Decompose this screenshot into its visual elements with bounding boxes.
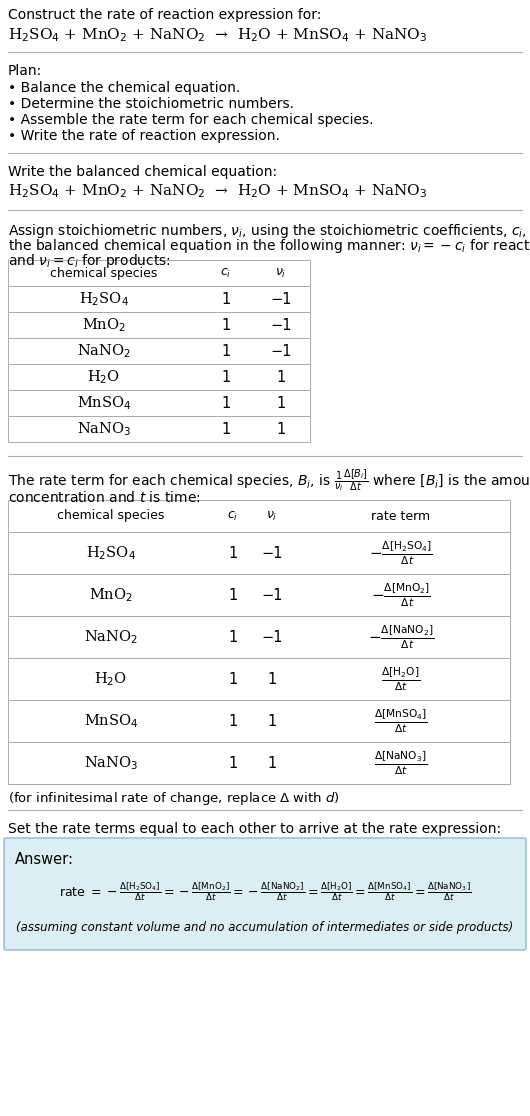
- Bar: [8, 312, 310, 338]
- Text: $\frac{\Delta[\mathrm{H_2O}]}{\Delta t}$: $\frac{\Delta[\mathrm{H_2O}]}{\Delta t}$: [382, 665, 421, 693]
- Text: and $\nu_i = c_i$ for products:: and $\nu_i = c_i$ for products:: [8, 252, 171, 270]
- Text: 1: 1: [222, 291, 231, 307]
- Text: • Assemble the rate term for each chemical species.: • Assemble the rate term for each chemic…: [8, 113, 374, 127]
- Text: −1: −1: [261, 629, 282, 645]
- Text: 1: 1: [267, 713, 277, 729]
- Text: H$_2$O: H$_2$O: [94, 670, 128, 687]
- Text: MnSO$_4$: MnSO$_4$: [84, 712, 138, 730]
- Text: MnO$_2$: MnO$_2$: [82, 316, 126, 334]
- Text: 1: 1: [228, 587, 237, 603]
- Text: Construct the rate of reaction expression for:: Construct the rate of reaction expressio…: [8, 8, 321, 22]
- Text: 1: 1: [228, 546, 237, 560]
- Text: $\nu_i$: $\nu_i$: [275, 267, 287, 279]
- Text: MnSO$_4$: MnSO$_4$: [77, 394, 131, 412]
- Bar: [8, 364, 310, 389]
- Text: −1: −1: [261, 546, 282, 560]
- Text: Set the rate terms equal to each other to arrive at the rate expression:: Set the rate terms equal to each other t…: [8, 822, 501, 836]
- Text: $\frac{\Delta[\mathrm{MnSO_4}]}{\Delta t}$: $\frac{\Delta[\mathrm{MnSO_4}]}{\Delta t…: [374, 708, 428, 734]
- Text: • Determine the stoichiometric numbers.: • Determine the stoichiometric numbers.: [8, 97, 294, 110]
- Text: $\frac{\Delta[\mathrm{NaNO_3}]}{\Delta t}$: $\frac{\Delta[\mathrm{NaNO_3}]}{\Delta t…: [374, 749, 428, 777]
- Bar: [8, 416, 310, 442]
- Text: rate $= -\frac{\Delta[\mathrm{H_2SO_4}]}{\Delta t} = -\frac{\Delta[\mathrm{MnO_2: rate $= -\frac{\Delta[\mathrm{H_2SO_4}]}…: [59, 881, 471, 903]
- Text: −1: −1: [270, 317, 292, 333]
- Text: $-\frac{\Delta[\mathrm{MnO_2}]}{\Delta t}$: $-\frac{\Delta[\mathrm{MnO_2}]}{\Delta t…: [371, 581, 431, 609]
- Text: −1: −1: [270, 344, 292, 358]
- Bar: [8, 616, 510, 658]
- Text: H$_2$SO$_4$ + MnO$_2$ + NaNO$_2$  →  H$_2$O + MnSO$_4$ + NaNO$_3$: H$_2$SO$_4$ + MnO$_2$ + NaNO$_2$ → H$_2$…: [8, 182, 427, 200]
- Text: 1: 1: [222, 317, 231, 333]
- Text: (assuming constant volume and no accumulation of intermediates or side products): (assuming constant volume and no accumul…: [16, 922, 514, 934]
- Text: H$_2$SO$_4$: H$_2$SO$_4$: [79, 290, 129, 308]
- Text: concentration and $t$ is time:: concentration and $t$ is time:: [8, 490, 201, 506]
- Text: Answer:: Answer:: [15, 852, 74, 867]
- Text: 1: 1: [267, 672, 277, 686]
- Text: 1: 1: [276, 369, 286, 385]
- Text: The rate term for each chemical species, $B_i$, is $\frac{1}{\nu_i}\frac{\Delta[: The rate term for each chemical species,…: [8, 468, 530, 494]
- Text: $\nu_i$: $\nu_i$: [266, 509, 278, 522]
- Bar: [8, 500, 510, 532]
- Text: H$_2$O: H$_2$O: [87, 368, 120, 386]
- Text: Plan:: Plan:: [8, 64, 42, 78]
- Text: H$_2$SO$_4$ + MnO$_2$ + NaNO$_2$  →  H$_2$O + MnSO$_4$ + NaNO$_3$: H$_2$SO$_4$ + MnO$_2$ + NaNO$_2$ → H$_2$…: [8, 26, 427, 44]
- Text: Assign stoichiometric numbers, $\nu_i$, using the stoichiometric coefficients, $: Assign stoichiometric numbers, $\nu_i$, …: [8, 222, 530, 240]
- FancyBboxPatch shape: [4, 838, 526, 950]
- Text: 1: 1: [228, 713, 237, 729]
- Bar: [8, 574, 510, 616]
- Bar: [8, 338, 310, 364]
- Bar: [8, 389, 310, 416]
- Text: $-\frac{\Delta[\mathrm{NaNO_2}]}{\Delta t}$: $-\frac{\Delta[\mathrm{NaNO_2}]}{\Delta …: [368, 623, 434, 651]
- Text: (for infinitesimal rate of change, replace Δ with $d$): (for infinitesimal rate of change, repla…: [8, 790, 340, 807]
- Bar: [8, 700, 510, 742]
- Text: $c_i$: $c_i$: [220, 267, 232, 279]
- Text: 1: 1: [222, 344, 231, 358]
- Text: • Write the rate of reaction expression.: • Write the rate of reaction expression.: [8, 129, 280, 143]
- Text: H$_2$SO$_4$: H$_2$SO$_4$: [86, 545, 136, 561]
- Text: 1: 1: [228, 756, 237, 770]
- Text: • Balance the chemical equation.: • Balance the chemical equation.: [8, 81, 240, 95]
- Text: NaNO$_2$: NaNO$_2$: [77, 343, 131, 359]
- Text: NaNO$_3$: NaNO$_3$: [77, 420, 131, 437]
- Text: rate term: rate term: [372, 510, 430, 522]
- Text: −1: −1: [270, 291, 292, 307]
- Bar: [8, 260, 310, 286]
- Text: −1: −1: [261, 587, 282, 603]
- Text: $-\frac{\Delta[\mathrm{H_2SO_4}]}{\Delta t}$: $-\frac{\Delta[\mathrm{H_2SO_4}]}{\Delta…: [369, 539, 433, 567]
- Text: NaNO$_2$: NaNO$_2$: [84, 628, 138, 646]
- Bar: [8, 658, 510, 700]
- Text: MnO$_2$: MnO$_2$: [89, 586, 133, 604]
- Bar: [8, 286, 310, 312]
- Text: 1: 1: [267, 756, 277, 770]
- Text: NaNO$_3$: NaNO$_3$: [84, 754, 138, 772]
- Text: 1: 1: [276, 395, 286, 411]
- Text: chemical species: chemical species: [50, 267, 158, 279]
- Text: 1: 1: [222, 422, 231, 436]
- Text: 1: 1: [222, 395, 231, 411]
- Text: Write the balanced chemical equation:: Write the balanced chemical equation:: [8, 165, 277, 179]
- Text: chemical species: chemical species: [57, 510, 165, 522]
- Text: the balanced chemical equation in the following manner: $\nu_i = -c_i$ for react: the balanced chemical equation in the fo…: [8, 237, 530, 254]
- Bar: [8, 742, 510, 785]
- Text: 1: 1: [228, 629, 237, 645]
- Text: 1: 1: [276, 422, 286, 436]
- Text: $c_i$: $c_i$: [227, 509, 238, 522]
- Text: 1: 1: [228, 672, 237, 686]
- Bar: [8, 532, 510, 574]
- Text: 1: 1: [222, 369, 231, 385]
